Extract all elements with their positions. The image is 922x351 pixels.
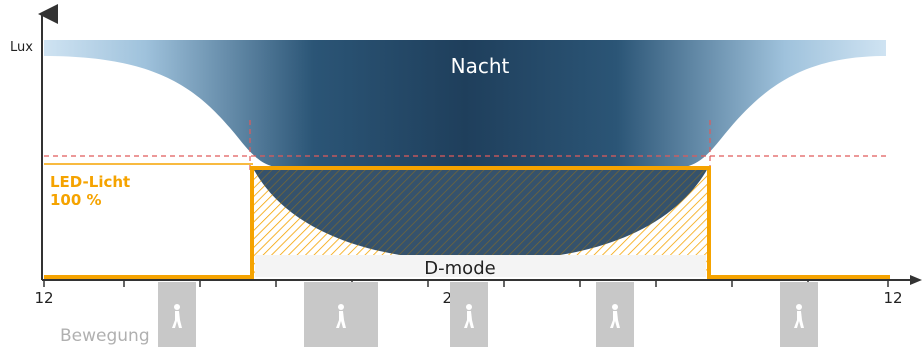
night-label: Nacht (451, 54, 510, 78)
led-profile (44, 166, 890, 279)
walking-person-icon (610, 304, 620, 328)
motion-block (596, 282, 634, 347)
walking-person-icon (172, 304, 182, 328)
motion-block (450, 282, 488, 347)
motion-block (304, 282, 378, 347)
led-label-line2: 100 % (50, 191, 102, 209)
dmode-label: D-mode (424, 258, 495, 279)
night-area (44, 40, 886, 168)
motion-block (780, 282, 818, 347)
walking-person-icon (464, 304, 474, 328)
led-label-line1: LED-Licht (50, 173, 130, 191)
time-tick-label-end: 12 (883, 289, 902, 307)
motion-block (158, 282, 196, 347)
y-axis-label: Lux (10, 40, 33, 55)
walking-person-icon (336, 304, 346, 328)
motion-label: Bewegung (60, 326, 150, 346)
walking-person-icon (794, 304, 804, 328)
motion-blocks (158, 282, 818, 347)
time-tick-label-start: 12 (34, 289, 53, 307)
x-axis-arrow (910, 275, 922, 285)
dmode-band (255, 255, 706, 277)
